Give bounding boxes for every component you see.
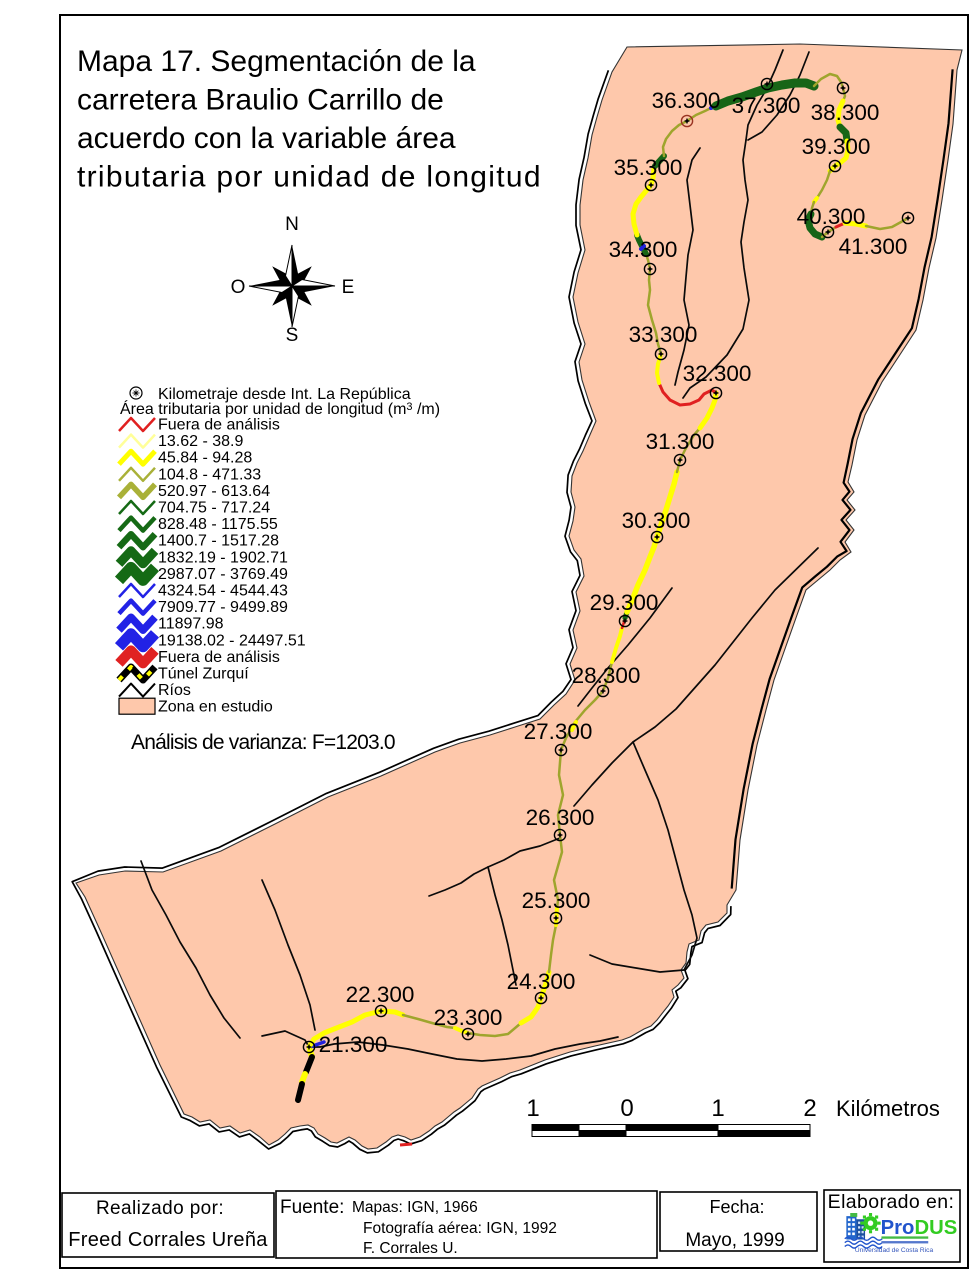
- svg-text:1832.19 - 1902.71: 1832.19 - 1902.71: [158, 549, 288, 566]
- svg-text:0: 0: [620, 1095, 633, 1122]
- svg-text:O: O: [231, 277, 246, 298]
- svg-text:24.300: 24.300: [507, 969, 576, 994]
- svg-text:Fuera de análisis: Fuera de análisis: [158, 649, 280, 666]
- svg-text:828.48 - 1175.55: 828.48 - 1175.55: [158, 516, 278, 533]
- svg-text:Fotografía aérea: IGN, 1992: Fotografía aérea: IGN, 1992: [363, 1220, 557, 1237]
- svg-text:28.300: 28.300: [572, 663, 641, 688]
- svg-text:520.97 - 613.64: 520.97 - 613.64: [158, 483, 270, 500]
- svg-text:25.300: 25.300: [522, 888, 591, 913]
- svg-text:Elaborado en:: Elaborado en:: [828, 1191, 955, 1213]
- svg-text:Fuera de análisis: Fuera de análisis: [158, 417, 280, 434]
- svg-text:1: 1: [526, 1095, 539, 1122]
- svg-text:34.300: 34.300: [609, 237, 678, 262]
- svg-text:35.300: 35.300: [614, 155, 683, 180]
- svg-text:33.300: 33.300: [629, 322, 698, 347]
- svg-text:2: 2: [803, 1095, 816, 1122]
- svg-text:acuerdo con la variable área: acuerdo con la variable área: [77, 122, 456, 155]
- svg-text:11897.98: 11897.98: [158, 616, 224, 633]
- svg-text:27.300: 27.300: [524, 719, 593, 744]
- svg-text:Realizado por:: Realizado por:: [96, 1198, 224, 1219]
- svg-text:23.300: 23.300: [434, 1005, 503, 1030]
- svg-text:Mapas: IGN, 1966: Mapas: IGN, 1966: [352, 1199, 478, 1216]
- svg-text:carretera Braulio Carrillo de: carretera Braulio Carrillo de: [77, 84, 444, 117]
- svg-text:Kilómetros: Kilómetros: [836, 1096, 940, 1121]
- svg-text:21.300: 21.300: [319, 1032, 388, 1057]
- svg-text:tributaria por unidad de longi: tributaria por unidad de longitud: [77, 161, 542, 194]
- svg-text:22.300: 22.300: [346, 982, 415, 1007]
- svg-text:704.75 - 717.24: 704.75 - 717.24: [158, 500, 270, 517]
- svg-text:ProDUS: ProDUS: [881, 1217, 958, 1239]
- svg-text:31.300: 31.300: [646, 429, 715, 454]
- svg-text:104.8 - 471.33: 104.8 - 471.33: [158, 466, 261, 483]
- svg-text:40.300: 40.300: [797, 204, 866, 229]
- svg-text:30.300: 30.300: [622, 508, 691, 533]
- svg-text:Zona en estudio: Zona en estudio: [158, 699, 273, 716]
- svg-text:E: E: [342, 277, 355, 298]
- svg-text:Fuente:: Fuente:: [280, 1197, 344, 1218]
- svg-text:1400.7 - 1517.28: 1400.7 - 1517.28: [158, 533, 279, 550]
- svg-text:26.300: 26.300: [526, 805, 595, 830]
- svg-text:36.300: 36.300: [652, 88, 721, 113]
- svg-text:Freed Corrales Ureña: Freed Corrales Ureña: [68, 1229, 268, 1251]
- svg-text:Túnel Zurquí: Túnel Zurquí: [158, 666, 249, 683]
- svg-text:37.300: 37.300: [732, 93, 801, 118]
- svg-text:F. Corrales U.: F. Corrales U.: [363, 1240, 458, 1257]
- svg-text:Universidad de Costa Rica: Universidad de Costa Rica: [855, 1247, 934, 1254]
- svg-text:N: N: [285, 214, 299, 235]
- svg-text:Área tributaria por unidad de: Área tributaria por unidad de longitud (…: [120, 399, 440, 418]
- svg-text:Mapa 17. Segmentación de la: Mapa 17. Segmentación de la: [77, 45, 476, 78]
- svg-text:2987.07 - 3769.49: 2987.07 - 3769.49: [158, 566, 288, 583]
- svg-text:13.62 - 38.9: 13.62 - 38.9: [158, 433, 244, 450]
- svg-text:Ríos: Ríos: [158, 682, 191, 699]
- svg-text:Mayo, 1999: Mayo, 1999: [685, 1230, 784, 1251]
- svg-text:Análisis de varianza: F=1203.0: Análisis de varianza: F=1203.0: [131, 731, 395, 754]
- svg-text:39.300: 39.300: [802, 134, 871, 159]
- svg-text:S: S: [286, 325, 299, 346]
- svg-text:Fecha:: Fecha:: [709, 1197, 764, 1217]
- svg-text:Kilometraje desde Int. La Repú: Kilometraje desde Int. La República: [158, 386, 411, 403]
- svg-text:41.300: 41.300: [839, 234, 908, 259]
- svg-text:4324.54 - 4544.43: 4324.54 - 4544.43: [158, 583, 288, 600]
- svg-text:32.300: 32.300: [683, 361, 752, 386]
- svg-text:7909.77 - 9499.89: 7909.77 - 9499.89: [158, 599, 288, 616]
- svg-text:29.300: 29.300: [590, 590, 659, 615]
- svg-text:1: 1: [711, 1095, 724, 1122]
- svg-text:45.84 - 94.28: 45.84 - 94.28: [158, 450, 252, 467]
- svg-text:38.300: 38.300: [811, 100, 880, 125]
- svg-text:19138.02 - 24497.51: 19138.02 - 24497.51: [158, 632, 306, 649]
